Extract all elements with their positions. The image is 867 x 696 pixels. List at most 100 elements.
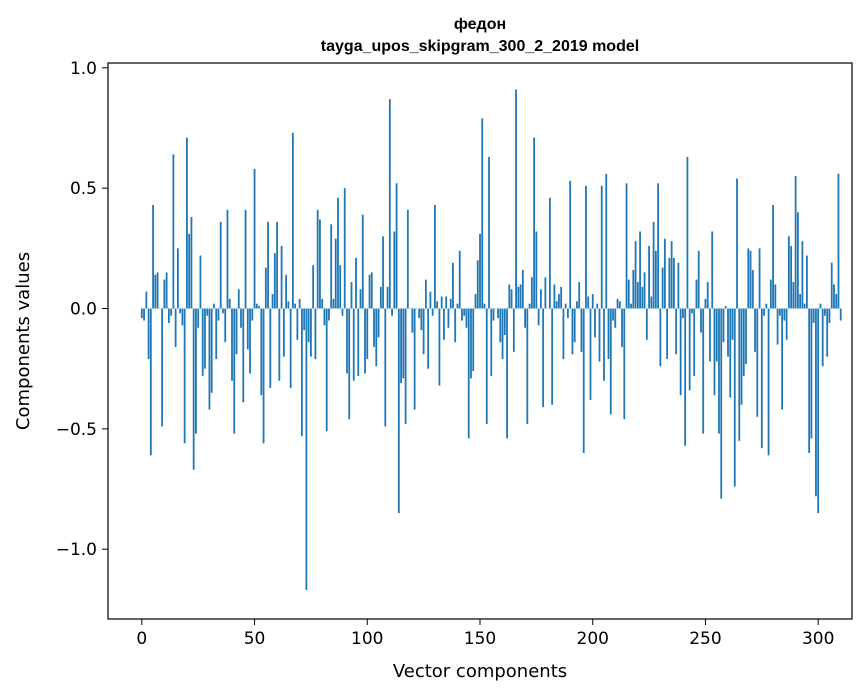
bar-93 [350, 282, 353, 309]
bar-104 [375, 308, 378, 367]
bar-134 [443, 308, 445, 340]
bar-282 [776, 308, 779, 345]
chart-title-line1: федон [454, 16, 506, 33]
bar-250 [704, 298, 707, 309]
bar-87 [337, 197, 339, 309]
bar-106 [379, 286, 382, 309]
bar-53 [260, 308, 263, 396]
bar-298 [812, 308, 815, 323]
bar-300 [817, 308, 820, 514]
bar-145 [467, 308, 470, 439]
bar-256 [718, 308, 720, 434]
bar-74 [307, 308, 310, 343]
bar-310 [839, 308, 842, 321]
bar-90 [343, 188, 346, 309]
y-tick-label-0: −1.0 [56, 540, 97, 560]
bar-45 [242, 308, 245, 403]
bar-307 [833, 284, 835, 309]
bar-168 [519, 284, 522, 309]
bar-203 [598, 308, 601, 362]
bar-96 [357, 308, 360, 376]
bar-155 [490, 308, 493, 376]
bar-251 [706, 282, 709, 309]
bar-23 [192, 308, 195, 470]
bar-184 [555, 301, 558, 309]
bar-165 [512, 308, 515, 352]
bar-5 [152, 205, 154, 309]
bar-276 [763, 308, 765, 316]
bar-259 [724, 306, 727, 309]
bar-208 [609, 308, 612, 415]
bar-153 [485, 308, 488, 425]
bar-261 [729, 308, 732, 398]
bar-220 [636, 282, 639, 309]
bar-151 [481, 118, 484, 309]
bar-38 [226, 209, 229, 309]
bar-202 [596, 303, 599, 309]
bar-162 [506, 308, 508, 439]
bar-166 [515, 89, 517, 309]
bar-85 [332, 298, 335, 309]
bar-257 [720, 308, 723, 499]
bar-49 [251, 308, 254, 321]
bar-127 [427, 308, 430, 369]
bar-1 [143, 308, 145, 321]
bar-13 [170, 308, 173, 316]
bar-210 [614, 308, 617, 328]
bar-37 [224, 308, 227, 343]
bar-114 [397, 308, 400, 514]
bar-223 [643, 272, 646, 309]
bar-144 [465, 308, 468, 328]
bar-289 [792, 282, 795, 309]
bar-206 [605, 173, 608, 309]
bar-158 [497, 308, 499, 319]
bars-group [140, 89, 842, 591]
bar-186 [560, 286, 563, 309]
bar-212 [618, 301, 621, 309]
bar-33 [215, 308, 218, 360]
x-tick-label-300: 300 [802, 629, 834, 649]
bar-147 [472, 308, 475, 372]
bar-71 [300, 308, 303, 437]
bar-182 [551, 308, 554, 405]
bar-88 [339, 265, 342, 309]
bar-169 [521, 270, 524, 309]
x-tick-label-250: 250 [689, 629, 721, 649]
bar-72 [303, 308, 306, 331]
bar-17 [179, 308, 182, 314]
bar-4 [149, 308, 152, 456]
bar-191 [571, 308, 574, 355]
bar-262 [731, 308, 734, 340]
bar-120 [411, 308, 414, 333]
bar-178 [542, 308, 545, 408]
bar-183 [553, 284, 556, 309]
bar-215 [625, 183, 628, 309]
bar-39 [228, 298, 231, 309]
bar-118 [406, 209, 409, 309]
bar-113 [395, 183, 398, 309]
bar-77 [314, 308, 317, 360]
bar-9 [161, 308, 164, 427]
bar-248 [700, 308, 702, 333]
bar-228 [654, 250, 657, 309]
bar-57 [269, 308, 272, 388]
bar-243 [688, 308, 691, 391]
bar-21 [188, 233, 191, 309]
x-axis-label: Vector components [393, 661, 567, 682]
bar-69 [296, 308, 299, 340]
bar-0 [140, 308, 143, 319]
bar-84 [330, 224, 333, 309]
bar-152 [483, 303, 486, 309]
bar-131 [436, 301, 439, 309]
bar-60 [276, 221, 278, 309]
bar-121 [413, 308, 416, 410]
bar-172 [528, 303, 531, 309]
bar-136 [447, 308, 450, 328]
bar-64 [285, 274, 288, 309]
bar-236 [672, 257, 675, 309]
bar-296 [808, 308, 811, 453]
bar-193 [576, 301, 578, 309]
bar-170 [524, 308, 526, 328]
y-axis-label: Components values [13, 252, 34, 430]
